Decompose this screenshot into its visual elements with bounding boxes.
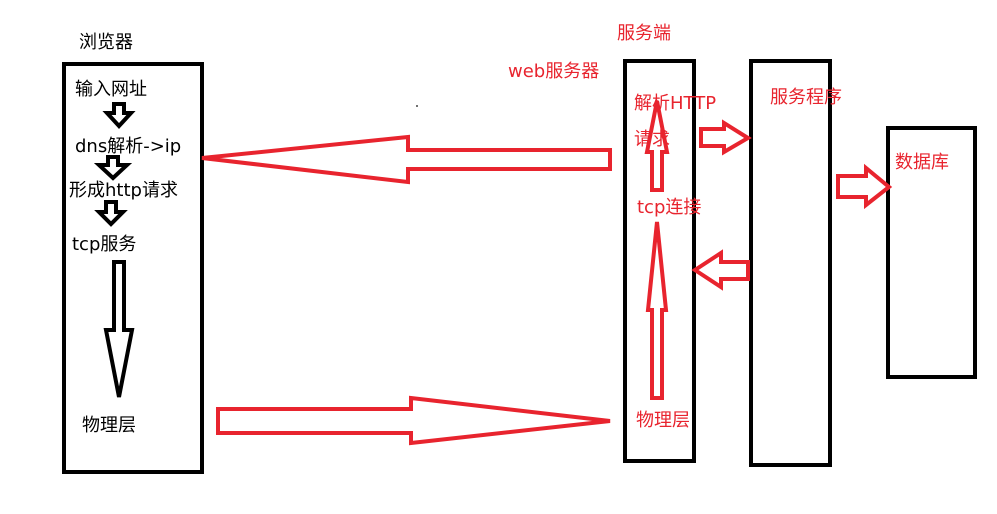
parse-http-line1: 解析HTTP	[634, 93, 716, 114]
service-program-label: 服务程序	[770, 87, 842, 108]
arrow-from-service-program	[691, 249, 750, 291]
database-label: 数据库	[895, 152, 949, 173]
step-input-url: 输入网址	[75, 79, 147, 100]
server-title: 服务端	[617, 23, 671, 44]
request-arrow-right	[216, 395, 611, 446]
up-arrow-physical-to-tcp	[645, 221, 669, 400]
step-form-http-request: 形成http请求	[69, 180, 178, 201]
up-arrow-tcp-to-parse	[644, 100, 670, 192]
browser-box	[62, 62, 204, 474]
parse-http-line2: 请求	[634, 129, 670, 150]
browser-physical-layer: 物理层	[82, 415, 136, 436]
arrow-to-service-program	[699, 119, 752, 156]
web-server-label: web服务器	[508, 61, 599, 82]
step-tcp-service: tcp服务	[72, 234, 136, 255]
down-arrow-2	[93, 155, 133, 181]
server-physical-layer: 物理层	[636, 410, 690, 431]
down-arrow-3	[94, 200, 128, 227]
arrow-to-database	[836, 163, 893, 210]
service-program-box	[749, 59, 832, 467]
long-down-arrow	[103, 260, 135, 398]
tcp-connection-label: tcp连接	[637, 197, 701, 218]
database-box	[886, 126, 977, 379]
step-dns-resolve: dns解析->ip	[75, 136, 181, 157]
down-arrow-1	[102, 102, 136, 129]
browser-title: 浏览器	[79, 32, 133, 53]
response-arrow-left	[201, 134, 612, 185]
stray-dot	[416, 105, 418, 107]
web-server-box	[623, 59, 696, 463]
